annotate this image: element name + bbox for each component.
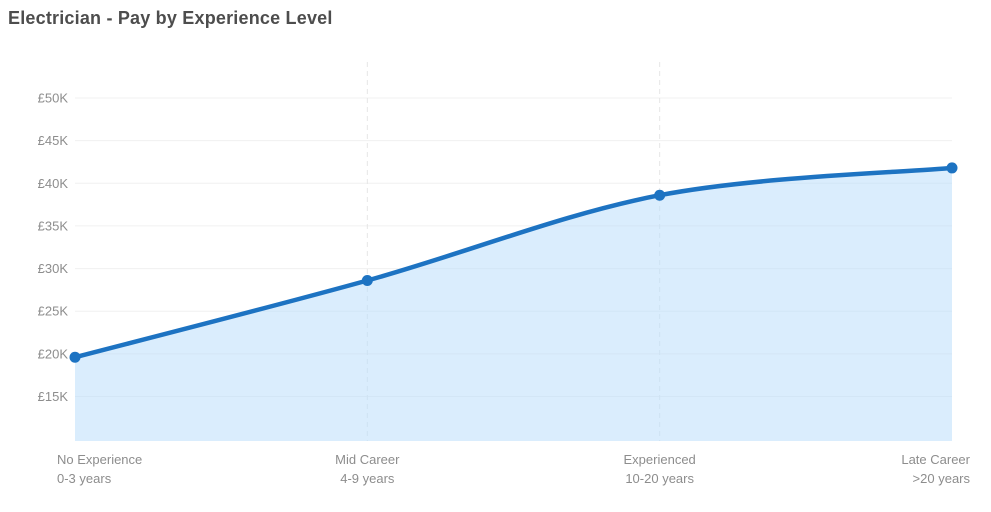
- trend-line: [72, 165, 955, 360]
- y-tick-label: £15K: [38, 389, 69, 404]
- data-point[interactable]: [69, 351, 81, 363]
- x-category-sublabel: 4-9 years: [340, 471, 395, 486]
- y-tick-label: £40K: [38, 176, 69, 191]
- data-point[interactable]: [654, 189, 666, 201]
- x-category-sublabel: 0-3 years: [57, 471, 112, 486]
- data-point[interactable]: [361, 275, 373, 287]
- data-point[interactable]: [946, 162, 958, 174]
- y-tick-label: £25K: [38, 304, 69, 319]
- x-category-label: Late Career: [901, 452, 970, 467]
- y-tick-label: £20K: [38, 346, 69, 361]
- x-category-sublabel: >20 years: [913, 471, 971, 486]
- x-category-label: Experienced: [624, 452, 696, 467]
- y-tick-label: £45K: [38, 133, 69, 148]
- y-tick-label: £30K: [38, 261, 69, 276]
- x-category-label: No Experience: [57, 452, 142, 467]
- y-tick-label: £35K: [38, 218, 69, 233]
- area-fill: [75, 167, 952, 441]
- x-category-sublabel: 10-20 years: [625, 471, 694, 486]
- chart-title: Electrician - Pay by Experience Level: [8, 8, 333, 28]
- y-tick-label: £50K: [38, 91, 69, 106]
- x-category-label: Mid Career: [335, 452, 400, 467]
